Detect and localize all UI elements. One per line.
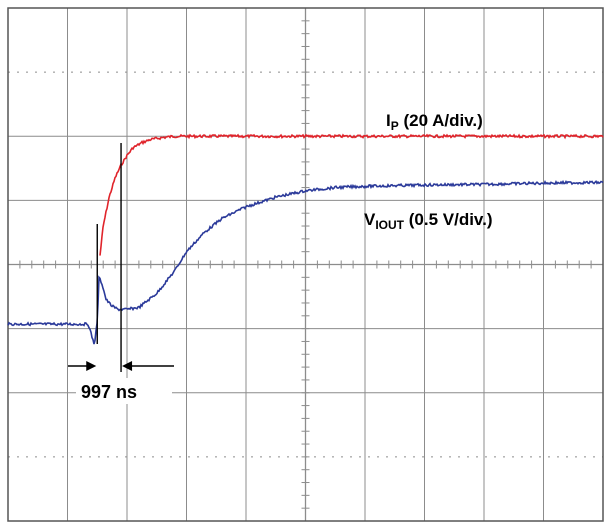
interval-label-background xyxy=(76,378,172,404)
interval-label: 997 ns xyxy=(81,382,137,402)
grid xyxy=(7,7,604,522)
ip-trace-label: IP (20 A/div.) xyxy=(386,111,483,133)
viout-trace-label: VIOUT (0.5 V/div.) xyxy=(364,210,493,232)
traces xyxy=(7,133,604,345)
interval-markers xyxy=(68,143,174,372)
viout-trace xyxy=(7,179,604,345)
annotations: IP (20 A/div.) VIOUT (0.5 V/div.) 997 ns xyxy=(76,111,493,404)
ip-trace xyxy=(99,133,604,256)
arrow-left-head xyxy=(86,361,97,371)
plot-frame xyxy=(7,7,604,522)
arrow-right-head xyxy=(122,361,133,371)
